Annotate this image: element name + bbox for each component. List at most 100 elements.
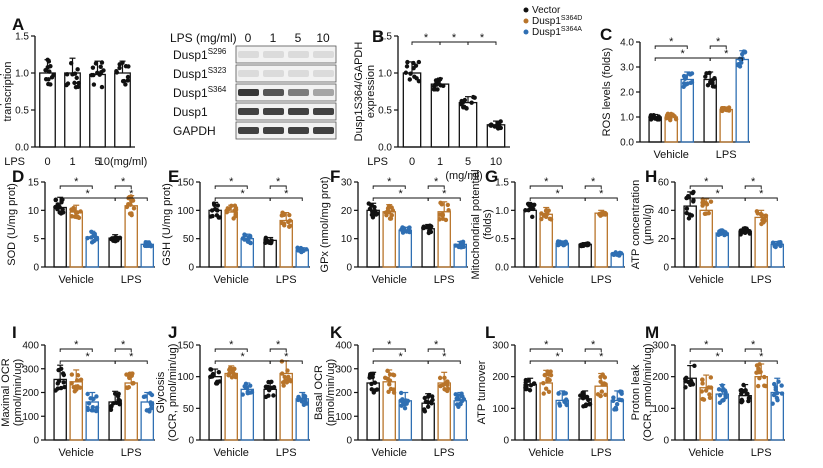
blot-strip — [235, 45, 337, 64]
data-point — [287, 218, 293, 223]
data-point — [385, 368, 390, 374]
data-point — [719, 106, 725, 111]
bar — [224, 211, 238, 268]
data-point — [149, 401, 155, 406]
data-point — [453, 243, 458, 248]
significance-bracket — [689, 185, 723, 189]
data-point — [208, 367, 213, 372]
blot-row-label: GAPDH — [173, 124, 216, 138]
data-point — [127, 375, 132, 381]
significance-star: * — [759, 351, 764, 363]
data-point — [422, 395, 427, 401]
data-point — [113, 236, 119, 241]
data-point — [248, 240, 253, 245]
blot-band — [288, 51, 309, 58]
panel-letter-k: K — [330, 323, 343, 342]
data-point — [416, 59, 422, 65]
data-point — [523, 208, 528, 213]
y-tick-label: 400 — [22, 341, 39, 352]
y-tick-label: 0.0 — [378, 143, 392, 154]
data-point — [389, 212, 394, 218]
group-label: LPS — [121, 447, 142, 459]
data-point — [286, 374, 291, 380]
panel-letter-e: E — [168, 167, 179, 186]
data-point — [580, 396, 586, 401]
significance-star: * — [399, 351, 404, 363]
data-point — [370, 209, 375, 214]
data-point — [78, 377, 84, 382]
y-axis-label: Maximal OCR — [0, 358, 12, 427]
panel-letter-j: J — [168, 323, 177, 342]
data-point — [263, 384, 269, 390]
data-point — [427, 226, 433, 231]
legend-label: Dusp1S364A — [532, 26, 582, 38]
data-point — [557, 401, 562, 406]
y-tick-label: 100 — [335, 412, 352, 423]
data-point — [128, 194, 134, 199]
data-point — [407, 77, 412, 82]
panel-a: 0.0 0.5 1.0 1.5 Dusp1/Gapdh transcription 0 1 51… — [0, 32, 147, 169]
data-point — [147, 409, 152, 414]
y-axis-label: Glycosis — [155, 371, 167, 413]
data-point — [60, 207, 65, 212]
significance-bracket — [372, 348, 406, 352]
significance-bracket — [427, 185, 445, 189]
y-tick-label: 400 — [335, 341, 352, 352]
y-tick-label: 100 — [492, 404, 509, 415]
data-point — [402, 401, 407, 407]
group-label: Vehicle — [58, 274, 93, 286]
significance-star: * — [544, 176, 549, 188]
data-point — [779, 383, 784, 388]
blot-band — [288, 127, 309, 134]
y-tick-label: 0 — [346, 436, 352, 447]
data-point — [263, 394, 269, 400]
panel-letter-m: M — [645, 323, 659, 342]
significance-star: * — [591, 176, 596, 188]
significance-star: * — [434, 176, 439, 188]
western-blot: LPS (mg/ml) 0 1 5 10 Dusp1S296 Dusp1S323 Dusp1S… — [170, 31, 337, 140]
blot-band — [263, 108, 284, 115]
panel-letter-b: B — [372, 27, 384, 46]
blot-band — [238, 127, 259, 134]
y-tick-label: 1.5 — [15, 32, 29, 43]
y-tick-label: 0 — [188, 436, 194, 447]
data-point — [543, 386, 549, 391]
data-point — [721, 397, 726, 403]
y-tick-label: 300 — [22, 364, 39, 375]
data-point — [723, 393, 728, 398]
significance-bracket — [654, 45, 688, 49]
y-tick-label: 30 — [341, 178, 353, 189]
data-point — [690, 190, 695, 196]
y-tick-label: 10 — [341, 234, 353, 245]
data-point — [603, 392, 608, 398]
data-point — [724, 107, 730, 113]
bar — [715, 232, 730, 268]
data-point — [92, 234, 98, 239]
data-point — [539, 216, 544, 222]
data-point — [776, 379, 781, 384]
data-point — [233, 205, 239, 211]
significance-bracket — [529, 185, 563, 189]
significance-star: * — [599, 351, 604, 363]
blot-band — [263, 127, 284, 134]
y-axis-label: (OCR, pmol/min/ug) — [167, 344, 179, 442]
data-point — [458, 401, 463, 407]
data-point — [488, 123, 493, 128]
data-point — [242, 232, 247, 237]
data-point — [440, 382, 446, 388]
blot-band — [313, 127, 334, 134]
data-point — [755, 211, 760, 216]
data-point — [528, 205, 534, 211]
data-point — [445, 202, 451, 208]
data-point — [717, 393, 723, 398]
data-point — [387, 382, 392, 387]
data-point — [454, 396, 459, 401]
data-point — [60, 371, 66, 376]
blot-band — [263, 89, 284, 96]
data-point — [405, 398, 411, 404]
data-point — [120, 78, 126, 84]
data-point — [117, 65, 122, 71]
data-point — [60, 197, 65, 202]
